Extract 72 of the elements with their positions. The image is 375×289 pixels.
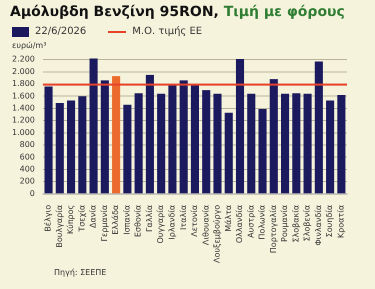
bar: [78, 96, 86, 194]
bar: [292, 93, 300, 194]
x-tick-label: Σουηδία: [325, 204, 334, 238]
bar: [190, 84, 200, 194]
chart-title: Αμόλυβδη Βενζίνη 95RON,: [10, 4, 219, 20]
bar: [90, 58, 98, 194]
y-tick-label: 2.000: [12, 66, 35, 76]
bar: [258, 109, 267, 194]
bar: [224, 112, 233, 194]
y-tick-label: 1.200: [12, 116, 35, 125]
x-tick-label: Πορτογαλία: [268, 204, 278, 254]
x-tick-label: Σλοβακία: [291, 204, 300, 243]
legend-label: 22/6/2026: [34, 26, 86, 37]
bar: [134, 93, 143, 194]
y-axis-title: ευρώ/m³: [12, 41, 46, 50]
text: Πηγή: ΣΕΕΠΕ: [54, 268, 106, 277]
bar: [202, 90, 210, 194]
x-tick-label: Αυστρία: [246, 204, 256, 238]
x-tick-label: Ελλάδα: [111, 204, 120, 235]
x-tick-label: Ιταλία: [178, 204, 188, 230]
x-tick-label: Γερμανία: [100, 204, 109, 242]
y-tick-label: 1.600: [12, 91, 35, 100]
x-tick-label: Ρουμανία: [280, 204, 290, 242]
bar: [67, 100, 76, 194]
bar: [337, 95, 346, 194]
y-tick-label: 800: [20, 140, 35, 150]
y-tick-label: 1.400: [12, 104, 35, 113]
x-tick-label: Σλοβενία: [302, 204, 312, 242]
bar: [213, 94, 222, 194]
bar: [44, 86, 53, 194]
bar: [236, 59, 244, 194]
bar: [146, 74, 154, 194]
x-tick-label: Λετονία: [190, 204, 200, 237]
y-tick-label: 400: [20, 164, 35, 174]
legend-label: Μ.Ο. τιμής ΕΕ: [131, 26, 202, 37]
x-tick-label: Λιθουανία: [201, 204, 210, 246]
x-tick-label: Τσεχία: [77, 204, 86, 233]
x-tick-label: Ιρλανδία: [168, 204, 177, 240]
bar: [168, 84, 176, 194]
y-tick-label: 1.000: [12, 128, 35, 137]
x-tick-label: Εσθονία: [134, 204, 143, 238]
bar: [123, 104, 132, 194]
x-tick-label: Βουλγαρία: [54, 204, 64, 248]
x-tick-label: Λουξεμβούργο: [212, 204, 222, 264]
x-tick-label: Κροατία: [336, 204, 346, 238]
bar: [56, 102, 64, 194]
bar: [270, 79, 278, 194]
y-tick-label: 2.200: [12, 54, 35, 64]
x-tick-label: Γαλλία: [144, 204, 154, 232]
chart-subtitle: Τιμή με φόρους: [224, 4, 345, 20]
y-tick-label: 0: [30, 188, 35, 198]
bar: [100, 80, 109, 194]
x-tick-label: Μάλτα: [224, 204, 233, 232]
bar: [157, 94, 166, 194]
bar: [180, 80, 188, 194]
bar: [247, 94, 256, 194]
bar: [304, 94, 312, 194]
x-tick-label: Ολλανδία: [235, 204, 244, 244]
bar: [326, 100, 334, 194]
x-tick-label: Κύπρος: [66, 204, 76, 234]
x-tick-label: Ουγγαρία: [156, 204, 166, 244]
bar: [281, 94, 290, 194]
x-tick-label: Φινλανδία: [314, 204, 323, 246]
y-tick-label: 600: [20, 152, 35, 162]
y-tick-label: 1.800: [12, 79, 35, 88]
bar: [112, 76, 120, 194]
bar: [314, 61, 323, 194]
x-tick-label: Βέλγιο: [44, 204, 53, 232]
x-tick-label: Πολωνία: [258, 204, 267, 240]
x-tick-label: Ισπανία: [122, 204, 132, 235]
y-tick-label: 200: [20, 176, 35, 186]
x-tick-label: Δανία: [88, 204, 98, 228]
